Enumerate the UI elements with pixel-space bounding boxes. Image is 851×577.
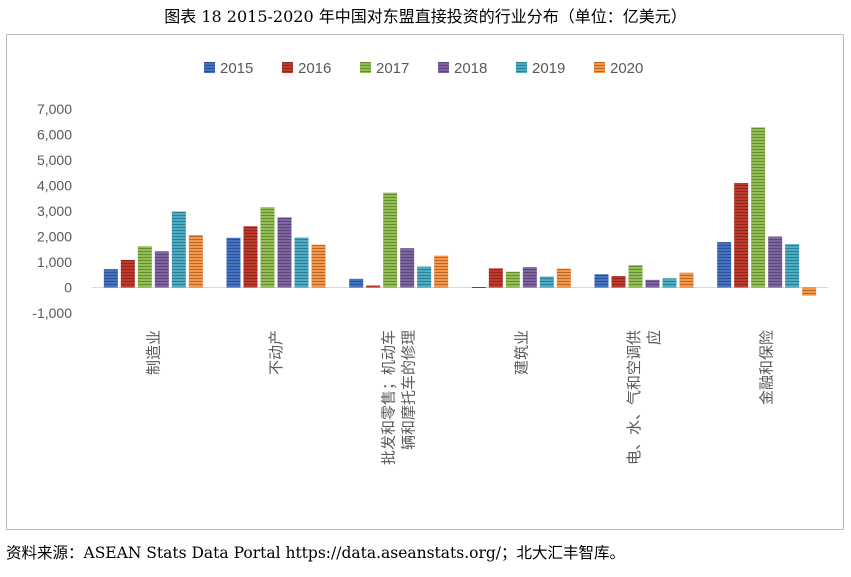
bar-2017 — [628, 265, 643, 288]
bar-2019 — [294, 237, 309, 288]
legend-label-2020: 2020 — [610, 60, 643, 77]
bar-2020 — [679, 272, 694, 288]
legend-swatch-2019 — [516, 62, 527, 73]
y-tick-label: 3,000 — [37, 203, 72, 219]
bar-2019 — [662, 278, 677, 288]
bar-2020 — [556, 268, 571, 288]
y-tick-label: 1,000 — [37, 254, 72, 270]
bar-2018 — [154, 251, 169, 288]
bar-2015 — [717, 242, 732, 288]
category-label: 建筑业 — [512, 330, 530, 375]
legend-label-2018: 2018 — [454, 60, 487, 77]
bar-2017 — [260, 207, 275, 288]
bar-2019 — [417, 266, 432, 288]
bar-2017 — [137, 246, 152, 288]
bar-2015 — [103, 269, 118, 288]
legend-label-2015: 2015 — [220, 60, 253, 77]
bar-2016 — [734, 182, 749, 288]
legend-swatch-2017 — [360, 62, 371, 73]
bar-2015 — [226, 237, 241, 288]
bar-2018 — [277, 217, 292, 288]
y-tick-label: 0 — [64, 280, 72, 296]
legend-label-2016: 2016 — [298, 60, 331, 77]
legend-label-2017: 2017 — [376, 60, 409, 77]
category-label: 电、水、气和空调供 — [625, 330, 643, 465]
bar-2020 — [802, 287, 817, 296]
category-label: 金融和保险 — [758, 330, 776, 405]
category-label: 应 — [645, 330, 663, 345]
category-label: 辆和摩托车的修理 — [400, 330, 418, 450]
bar-2016 — [488, 268, 503, 288]
bar-2016 — [611, 276, 626, 288]
bar-2018 — [400, 248, 415, 288]
bar-2016 — [120, 259, 135, 288]
bar-2018 — [645, 279, 660, 288]
bar-2020 — [311, 244, 326, 288]
bar-2019 — [171, 211, 186, 288]
bar-2019 — [539, 276, 554, 288]
bar-2018 — [522, 267, 537, 288]
bar-2015 — [594, 274, 609, 288]
bar-2018 — [768, 236, 783, 288]
bar-2016 — [366, 285, 381, 288]
category-label: 批发和零售；机动车 — [380, 330, 398, 465]
bar-2017 — [383, 192, 398, 288]
legend-swatch-2016 — [282, 62, 293, 73]
bar-2017 — [505, 271, 520, 288]
legend-label-2019: 2019 — [532, 60, 565, 77]
legend-swatch-2015 — [204, 62, 215, 73]
bar-2017 — [751, 127, 766, 288]
legend-swatch-2020 — [594, 62, 605, 73]
bar-2016 — [243, 226, 258, 288]
bar-2020 — [188, 234, 203, 288]
figure-source: 资料来源：ASEAN Stats Data Portal https://dat… — [6, 544, 626, 562]
bar-2020 — [434, 255, 449, 288]
y-tick-label: 5,000 — [37, 152, 72, 168]
y-tick-label: 4,000 — [37, 178, 72, 194]
y-tick-label: -1,000 — [32, 305, 72, 321]
category-label: 制造业 — [144, 330, 162, 375]
legend-swatch-2018 — [438, 62, 449, 73]
figure-title: 图表 18 2015-2020 年中国对东盟直接投资的行业分布（单位：亿美元） — [164, 7, 687, 26]
bar-2015 — [471, 286, 486, 288]
bar-2015 — [349, 278, 364, 288]
bar-2019 — [785, 244, 800, 288]
y-tick-label: 2,000 — [37, 229, 72, 245]
y-tick-label: 7,000 — [37, 101, 72, 117]
y-tick-label: 6,000 — [37, 127, 72, 143]
category-label: 不动产 — [267, 330, 285, 375]
